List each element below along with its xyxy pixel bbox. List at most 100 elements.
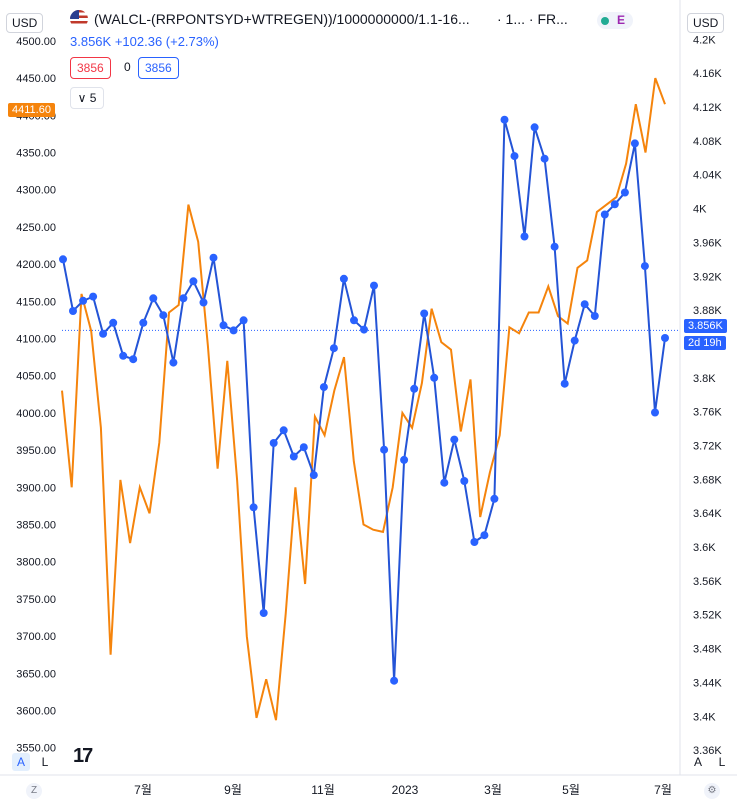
left-tick-label: 4500.00 bbox=[16, 36, 56, 48]
symbol-extra: · 1... · FR... bbox=[497, 11, 568, 27]
blue-data-point bbox=[661, 334, 669, 342]
right-tick-label: 3.8K bbox=[693, 373, 716, 385]
spread-value: 0 bbox=[118, 57, 137, 77]
right-tick-label: 4.08K bbox=[693, 136, 722, 148]
blue-data-point bbox=[239, 316, 248, 325]
log-scale-right-button[interactable]: L bbox=[718, 755, 726, 769]
blue-data-point bbox=[189, 277, 198, 286]
blue-data-point bbox=[410, 384, 419, 393]
right-tick-label: 3.72K bbox=[693, 441, 722, 453]
tradingview-logo[interactable]: 17 bbox=[73, 745, 93, 767]
x-tick-label: 7월 bbox=[654, 783, 672, 797]
status-badge[interactable]: E bbox=[597, 12, 633, 29]
left-currency-label[interactable]: USD bbox=[6, 13, 44, 33]
us-flag-icon bbox=[70, 10, 88, 28]
x-tick-label: 7월 bbox=[134, 783, 152, 797]
right-tick-label: 3.48K bbox=[693, 644, 722, 656]
series-blue-points bbox=[59, 115, 669, 685]
right-tick-label: 3.88K bbox=[693, 305, 722, 317]
blue-data-point bbox=[430, 373, 439, 382]
blue-data-point bbox=[279, 426, 288, 435]
left-axis: 4500.004450.004400.004350.004300.004250.… bbox=[16, 36, 56, 755]
blue-data-point bbox=[370, 281, 378, 290]
right-price-tag: 3.856K bbox=[684, 319, 727, 333]
blue-data-point bbox=[420, 309, 429, 318]
blue-data-point bbox=[119, 351, 128, 360]
auto-scale-right-button[interactable]: A bbox=[693, 755, 702, 769]
blue-data-point bbox=[350, 316, 358, 325]
blue-data-point bbox=[390, 676, 399, 685]
blue-data-point bbox=[450, 435, 459, 444]
blue-data-point bbox=[590, 312, 599, 320]
right-tick-label: 4.16K bbox=[693, 68, 722, 80]
blue-data-point bbox=[89, 292, 98, 301]
x-tick-label: 3월 bbox=[484, 783, 502, 797]
blue-data-point bbox=[329, 344, 338, 353]
left-tick-label: 3850.00 bbox=[16, 519, 56, 531]
left-tick-label: 4000.00 bbox=[16, 408, 56, 420]
blue-data-point bbox=[550, 242, 559, 251]
right-tick-label: 3.76K bbox=[693, 407, 722, 419]
blue-data-point bbox=[480, 531, 489, 540]
blue-data-point bbox=[99, 329, 108, 338]
right-tick-label: 3.44K bbox=[693, 677, 722, 689]
left-tick-label: 3750.00 bbox=[16, 594, 56, 606]
blue-data-point bbox=[219, 321, 228, 330]
series-blue-line bbox=[62, 119, 666, 681]
indicator-collapse-button[interactable]: ∨ 5 bbox=[70, 87, 104, 109]
blue-data-point bbox=[319, 383, 328, 392]
blue-data-point bbox=[490, 494, 499, 503]
blue-data-point bbox=[560, 379, 569, 388]
blue-data-point bbox=[179, 294, 188, 303]
blue-data-point bbox=[149, 294, 158, 303]
left-tick-label: 3550.00 bbox=[16, 743, 56, 755]
right-currency-label[interactable]: USD bbox=[687, 13, 725, 33]
left-tick-label: 4150.00 bbox=[16, 296, 56, 308]
zoom-button[interactable]: Z bbox=[26, 783, 42, 799]
indicator-count: 5 bbox=[89, 91, 97, 105]
sell-button[interactable]: 3856 bbox=[70, 57, 111, 79]
right-tick-label: 3.36K bbox=[693, 745, 722, 757]
blue-data-point bbox=[199, 298, 208, 307]
settings-gear-icon[interactable]: ⚙ bbox=[704, 783, 720, 799]
right-tick-label: 3.96K bbox=[693, 237, 722, 249]
left-tick-label: 3800.00 bbox=[16, 557, 56, 569]
blue-data-point bbox=[640, 262, 649, 271]
symbol-title[interactable]: (WALCL-(RRPONTSYD+WTREGEN))/1000000000/1… bbox=[94, 11, 470, 27]
buy-button[interactable]: 3856 bbox=[138, 57, 179, 79]
blue-data-point bbox=[620, 188, 629, 197]
blue-data-point bbox=[139, 318, 148, 327]
blue-data-point bbox=[249, 503, 258, 512]
left-tick-label: 3650.00 bbox=[16, 668, 56, 680]
left-tick-label: 4200.00 bbox=[16, 259, 56, 271]
left-tick-label: 3600.00 bbox=[16, 705, 56, 717]
grid bbox=[0, 0, 737, 776]
right-countdown-tag: 2d 19h bbox=[684, 336, 726, 350]
blue-data-point bbox=[630, 139, 639, 148]
blue-data-point bbox=[360, 325, 368, 334]
left-price-tag: 4411.60 bbox=[8, 103, 55, 117]
left-tick-label: 4100.00 bbox=[16, 334, 56, 346]
right-tick-label: 3.56K bbox=[693, 576, 722, 588]
blue-data-point bbox=[540, 154, 549, 163]
x-tick-label: 9월 bbox=[224, 783, 242, 797]
blue-data-point bbox=[109, 318, 118, 327]
blue-data-point bbox=[269, 439, 278, 447]
x-axis: 7월 9월 11월 2023 3월 5월 7월 bbox=[134, 783, 672, 797]
left-tick-label: 3700.00 bbox=[16, 631, 56, 643]
blue-data-point bbox=[339, 274, 348, 283]
blue-data-point bbox=[380, 445, 389, 454]
blue-data-point bbox=[610, 200, 619, 209]
auto-scale-left-button[interactable]: A bbox=[12, 753, 30, 771]
right-tick-label: 3.4K bbox=[693, 711, 716, 723]
blue-data-point bbox=[299, 443, 308, 452]
blue-data-point bbox=[289, 452, 298, 461]
x-tick-label: 5월 bbox=[562, 783, 580, 797]
log-scale-left-button[interactable]: L bbox=[41, 755, 49, 769]
left-tick-label: 4350.00 bbox=[16, 148, 56, 160]
chevron-down-icon: ∨ bbox=[77, 91, 87, 105]
blue-data-point bbox=[470, 538, 479, 546]
right-tick-label: 3.64K bbox=[693, 508, 722, 520]
blue-data-point bbox=[570, 336, 579, 345]
